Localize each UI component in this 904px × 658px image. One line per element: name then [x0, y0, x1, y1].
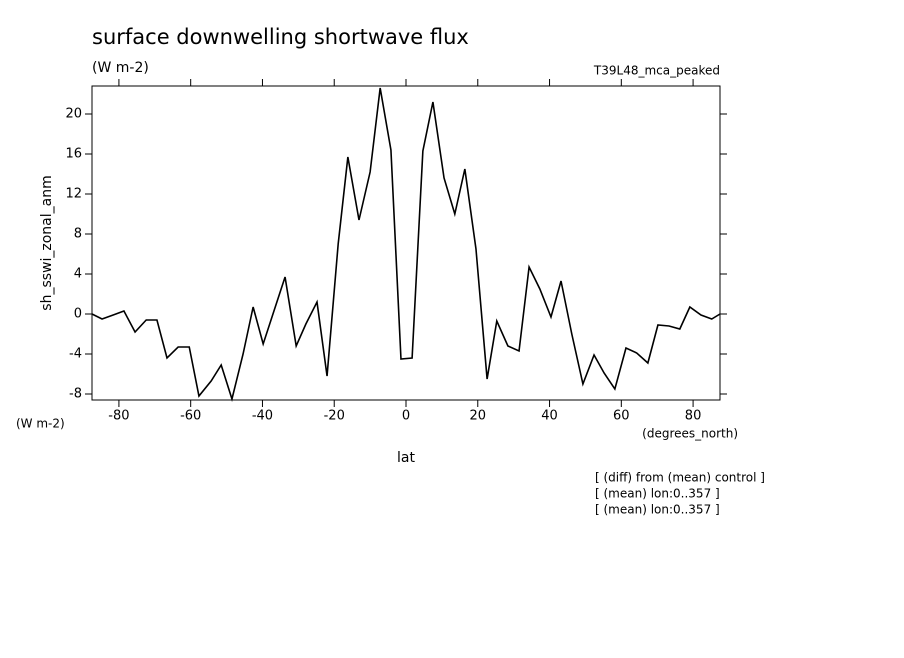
y-tick-label: 4 — [74, 267, 82, 282]
x-units: (degrees_north) — [642, 427, 738, 441]
y-tick-label: 20 — [65, 107, 82, 122]
x-tick-label: -20 — [324, 409, 345, 424]
y-units: (W m-2) — [16, 417, 65, 431]
x-axis-label: lat — [397, 450, 415, 466]
y-axis-label: sh_sswi_zonal_anm — [39, 175, 55, 310]
y-tick-label: -4 — [69, 347, 82, 362]
x-tick-label: 20 — [469, 409, 486, 424]
plot-frame — [91, 85, 721, 401]
x-tick-label: 80 — [685, 409, 702, 424]
x-tick-label: -60 — [180, 409, 201, 424]
x-tick-label: 0 — [402, 409, 410, 424]
units: (W m-2) — [92, 60, 149, 76]
chart-title: surface downwelling shortwave flux — [92, 25, 469, 49]
note: [ (mean) lon:0..357 ] — [595, 503, 720, 517]
dataset-label: T39L48_mca_peaked — [593, 64, 720, 78]
note: [ (diff) from (mean) control ] — [595, 471, 765, 485]
y-tick-label: 0 — [74, 307, 82, 322]
y-tick-label: 12 — [65, 187, 82, 202]
data-line — [91, 87, 721, 402]
y-tick-label: 16 — [65, 147, 82, 162]
note: [ (mean) lon:0..357 ] — [595, 487, 720, 501]
x-tick-label: 60 — [613, 409, 630, 424]
y-tick-label: 8 — [74, 227, 82, 242]
y-tick-label: -8 — [69, 387, 82, 402]
x-tick-label: 40 — [541, 409, 558, 424]
x-tick-label: -40 — [252, 409, 273, 424]
x-tick-label: -80 — [108, 409, 129, 424]
